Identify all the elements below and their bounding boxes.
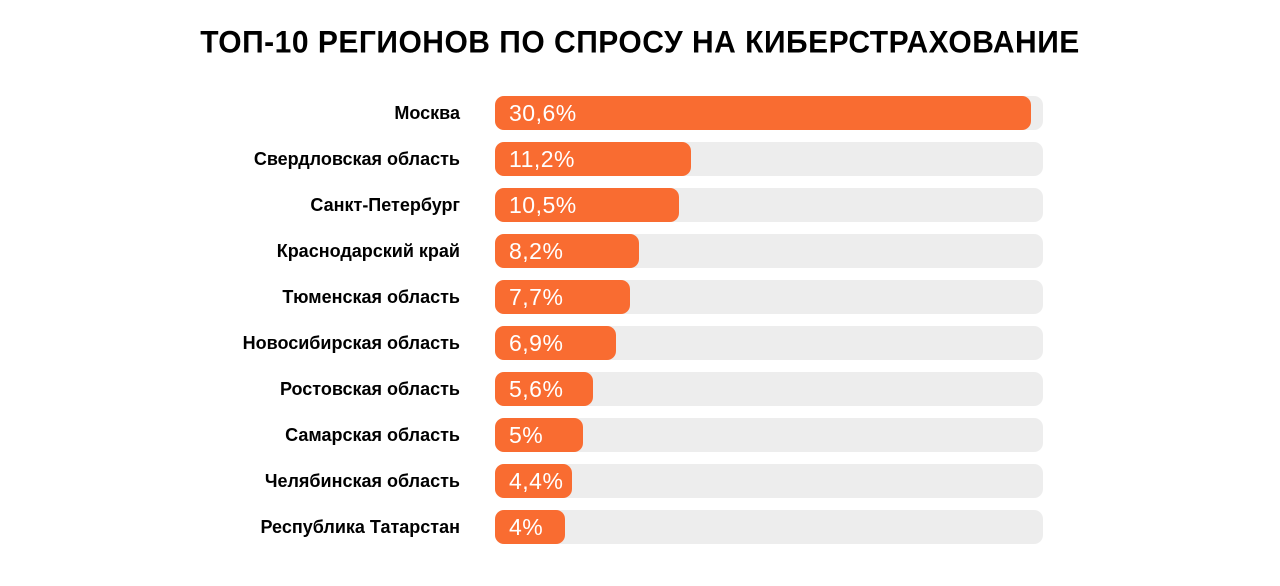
chart-row: Новосибирская область 6,9%	[0, 326, 1280, 360]
category-label: Ростовская область	[279, 378, 460, 399]
category-label: Свердловская область	[253, 148, 460, 169]
bar-value-label: 4,4%	[509, 467, 564, 494]
chart-row: Санкт-Петербург 10,5%	[0, 188, 1280, 222]
bar-fill: 10,5%	[495, 188, 679, 222]
bar-track: 5%	[495, 418, 1043, 452]
chart-row: Свердловская область 11,2%	[0, 142, 1280, 176]
bar-track: 7,7%	[495, 280, 1043, 314]
chart-row: Краснодарский край 8,2%	[0, 234, 1280, 268]
bar-fill: 8,2%	[495, 234, 639, 268]
bar-track: 8,2%	[495, 234, 1043, 268]
bar-chart: Москва 30,6% Свердловская область 11,2% …	[0, 96, 1280, 544]
bar-fill: 4%	[495, 510, 566, 544]
bar-track: 10,5%	[495, 188, 1043, 222]
bar-track: 4,4%	[495, 464, 1043, 498]
bar-fill: 5,6%	[495, 372, 594, 406]
category-label: Самарская область	[285, 424, 460, 445]
bar-value-label: 30,6%	[509, 99, 577, 126]
bar-track: 6,9%	[495, 326, 1043, 360]
bar-track: 4%	[495, 510, 1043, 544]
chart-row: Тюменская область 7,7%	[0, 280, 1280, 314]
bar-fill: 5%	[495, 418, 583, 452]
bar-value-label: 10,5%	[509, 191, 577, 218]
category-label: Челябинская область	[264, 470, 460, 491]
bar-value-label: 6,9%	[509, 329, 564, 356]
bar-fill: 30,6%	[495, 96, 1031, 130]
category-label: Новосибирская область	[242, 332, 460, 353]
bar-track: 11,2%	[495, 142, 1043, 176]
chart-row: Самарская область 5%	[0, 418, 1280, 452]
chart-row: Республика Татарстан 4%	[0, 510, 1280, 544]
bar-track: 30,6%	[495, 96, 1043, 130]
bar-fill: 6,9%	[495, 326, 616, 360]
bar-track: 5,6%	[495, 372, 1043, 406]
category-label: Москва	[394, 102, 460, 123]
bar-fill: 7,7%	[495, 280, 630, 314]
bar-value-label: 5%	[509, 421, 544, 448]
bar-value-label: 5,6%	[509, 375, 564, 402]
chart-title: ТОП-10 РЕГИОНОВ ПО СПРОСУ НА КИБЕРСТРАХО…	[200, 25, 1080, 60]
cyber-insurance-infographic: ТОП-10 РЕГИОНОВ ПО СПРОСУ НА КИБЕРСТРАХО…	[0, 25, 1280, 586]
category-label: Тюменская область	[282, 286, 460, 307]
bar-value-label: 7,7%	[509, 283, 564, 310]
bar-value-label: 8,2%	[509, 237, 564, 264]
category-label: Республика Татарстан	[260, 516, 460, 537]
chart-row: Челябинская область 4,4%	[0, 464, 1280, 498]
bar-value-label: 4%	[509, 513, 544, 540]
chart-row: Ростовская область 5,6%	[0, 372, 1280, 406]
bar-value-label: 11,2%	[509, 145, 576, 172]
category-label: Краснодарский край	[276, 240, 460, 261]
bar-fill: 4,4%	[495, 464, 573, 498]
chart-row: Москва 30,6%	[0, 96, 1280, 130]
bar-fill: 11,2%	[495, 142, 692, 176]
category-label: Санкт-Петербург	[310, 194, 460, 215]
